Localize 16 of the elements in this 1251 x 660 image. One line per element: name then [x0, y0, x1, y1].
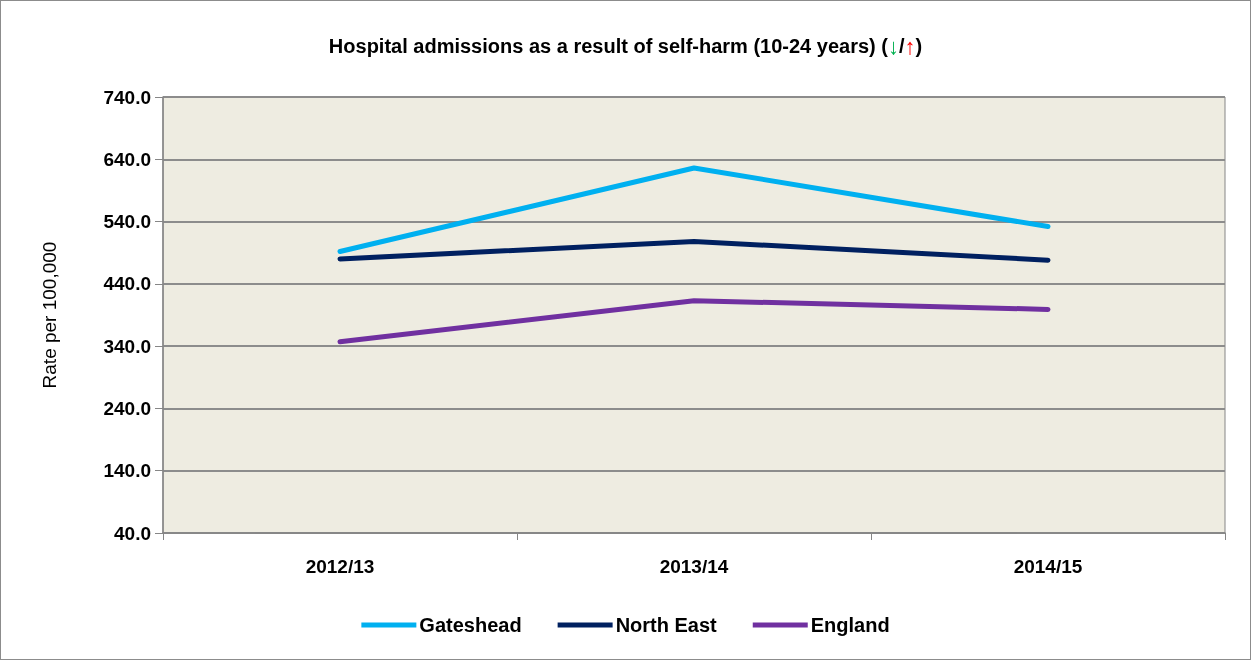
legend-label: North East — [615, 614, 718, 636]
legend-label: England — [810, 614, 890, 636]
y-tick-label: 140.0 — [103, 460, 151, 482]
y-tick-label: 240.0 — [103, 397, 151, 419]
y-tick-label: 340.0 — [103, 335, 151, 357]
y-tick-label: 40.0 — [114, 522, 151, 544]
y-tick-label: 540.0 — [103, 211, 151, 233]
y-axis-title: Rate per 100,000 — [39, 241, 60, 389]
chart-title: Hospital admissions as a result of self-harm (10-24 years) (↓/↑) — [328, 33, 923, 59]
y-tick-label: 440.0 — [103, 273, 151, 295]
y-tick-label: 740.0 — [103, 86, 151, 108]
x-tick-label: 2012/13 — [305, 556, 375, 577]
x-tick-label: 2013/14 — [659, 556, 729, 577]
x-tick-label: 2014/15 — [1013, 556, 1083, 577]
y-tick-label: 640.0 — [103, 148, 151, 170]
legend-label: Gateshead — [419, 614, 522, 636]
